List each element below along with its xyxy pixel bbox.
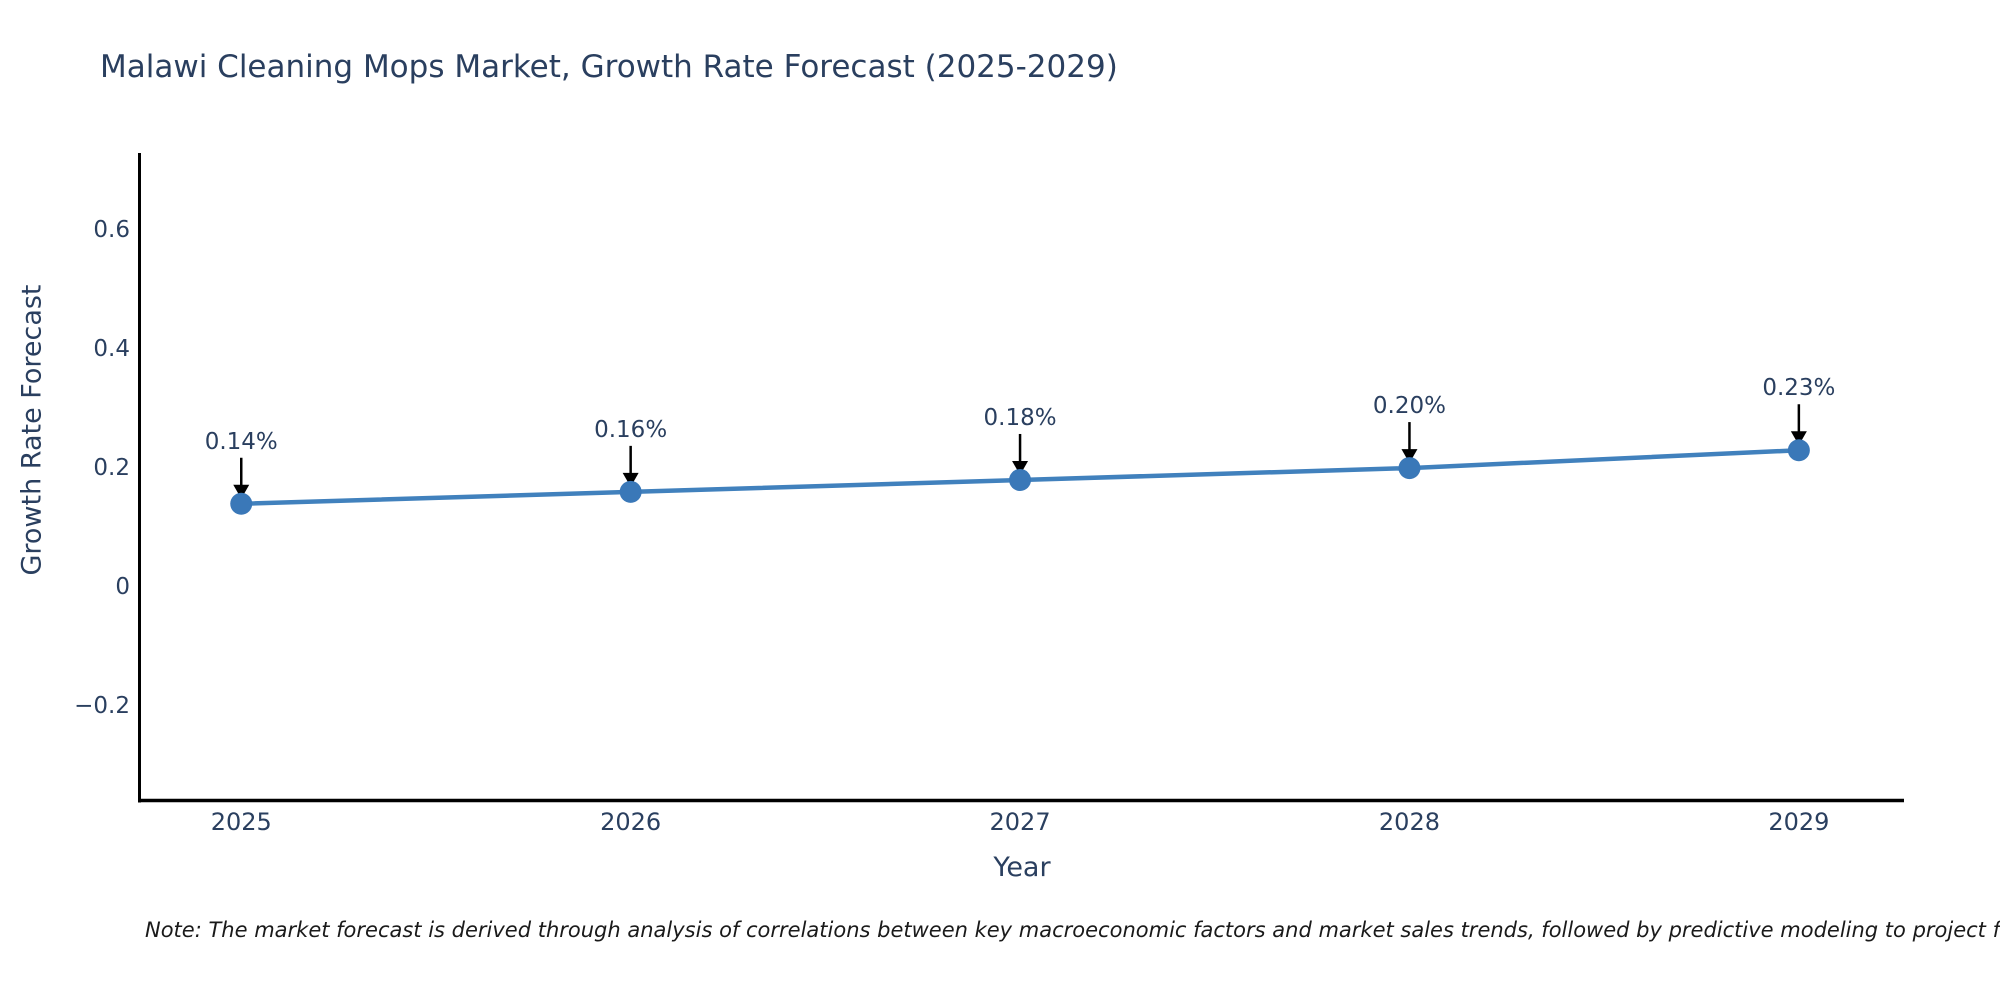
data-point-marker [1398, 457, 1421, 480]
annotation-arrow-head [1790, 431, 1807, 446]
y-tick-label: 0.6 [93, 217, 130, 244]
data-point-label: 0.18% [983, 404, 1057, 431]
footnote: Note: The market forecast is derived thr… [145, 918, 2000, 942]
data-point-marker [1787, 439, 1810, 462]
data-point-marker [230, 492, 253, 515]
data-point-label: 0.16% [594, 416, 668, 443]
data-point-label: 0.14% [204, 428, 278, 455]
y-tick-label: 0.4 [93, 336, 130, 363]
x-tick-label: 2027 [989, 808, 1051, 836]
chart-title: Malawi Cleaning Mops Market, Growth Rate… [100, 49, 1118, 85]
annotation-arrow-head [233, 484, 250, 499]
data-point-label: 0.23% [1762, 375, 1836, 402]
y-tick-label: −0.2 [74, 692, 130, 719]
data-point-marker [1009, 468, 1032, 491]
annotation-arrow-head [1012, 460, 1029, 475]
x-axis-title: Year [993, 852, 1051, 883]
y-axis-title: Growth Rate Forecast [16, 284, 48, 576]
y-tick-label: 0.2 [93, 455, 130, 482]
x-tick-label: 2028 [1378, 808, 1440, 836]
data-point-label: 0.20% [1372, 393, 1446, 420]
data-point-marker [619, 480, 642, 503]
annotation-arrow-head [1401, 449, 1418, 464]
annotation-arrow-head [622, 472, 639, 487]
x-tick-label: 2029 [1768, 808, 1830, 836]
x-tick-label: 2025 [210, 808, 272, 836]
x-tick-label: 2026 [600, 808, 662, 836]
y-tick-label: 0 [115, 573, 130, 600]
